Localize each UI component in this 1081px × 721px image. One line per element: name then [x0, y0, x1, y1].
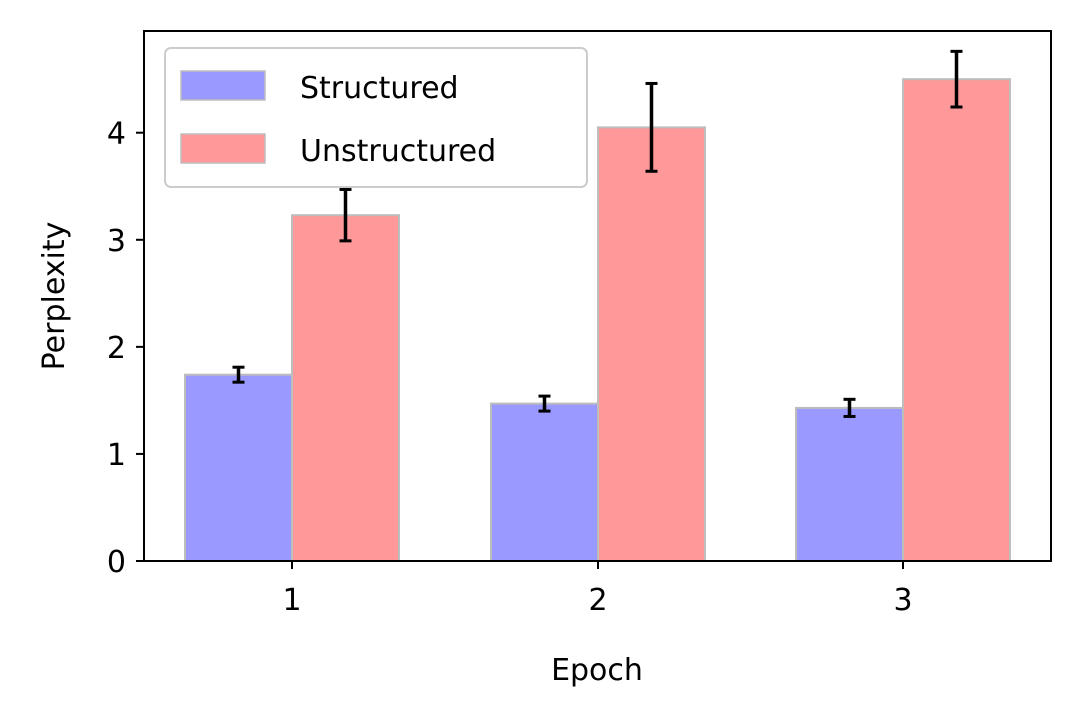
y-tick-label: 4 — [107, 117, 126, 152]
legend-swatch-unstructured — [180, 133, 266, 164]
error-bar-structured-epoch-1 — [232, 365, 245, 384]
y-tick-label: 1 — [107, 438, 126, 473]
legend-label-unstructured: Unstructured — [300, 134, 496, 169]
x-axis: 1 2 3 — [282, 561, 913, 618]
bar-structured-epoch-2 — [490, 402, 599, 562]
bar-unstructured-epoch-3 — [902, 78, 1011, 562]
y-axis-label: Perplexity — [37, 222, 72, 371]
bars-layer — [184, 78, 1011, 562]
bar-unstructured-epoch-1 — [291, 214, 400, 562]
bar-unstructured-epoch-2 — [597, 126, 706, 562]
x-tick-label: 3 — [893, 583, 912, 618]
x-axis-label: Epoch — [551, 653, 643, 688]
error-bar-unstructured-epoch-2 — [645, 81, 658, 173]
error-bar-unstructured-epoch-3 — [950, 49, 963, 109]
y-tick-label: 3 — [107, 224, 126, 259]
error-bar-structured-epoch-2 — [538, 394, 551, 413]
error-bar-unstructured-epoch-1 — [339, 187, 352, 243]
error-bar-structured-epoch-3 — [843, 397, 856, 418]
y-tick-label: 2 — [107, 331, 126, 366]
y-axis: 0 1 2 3 4 — [107, 117, 144, 580]
bar-structured-epoch-3 — [795, 406, 904, 562]
error-bars-layer — [232, 49, 963, 418]
legend-label-structured: Structured — [300, 71, 459, 106]
legend-swatch-structured — [180, 70, 266, 101]
x-tick-label: 1 — [282, 583, 301, 618]
bar-structured-epoch-1 — [184, 373, 293, 562]
x-tick-label: 2 — [588, 583, 607, 618]
y-tick-label: 0 — [107, 545, 126, 580]
legend: Structured Unstructured — [164, 47, 588, 188]
legend-frame — [164, 47, 588, 188]
